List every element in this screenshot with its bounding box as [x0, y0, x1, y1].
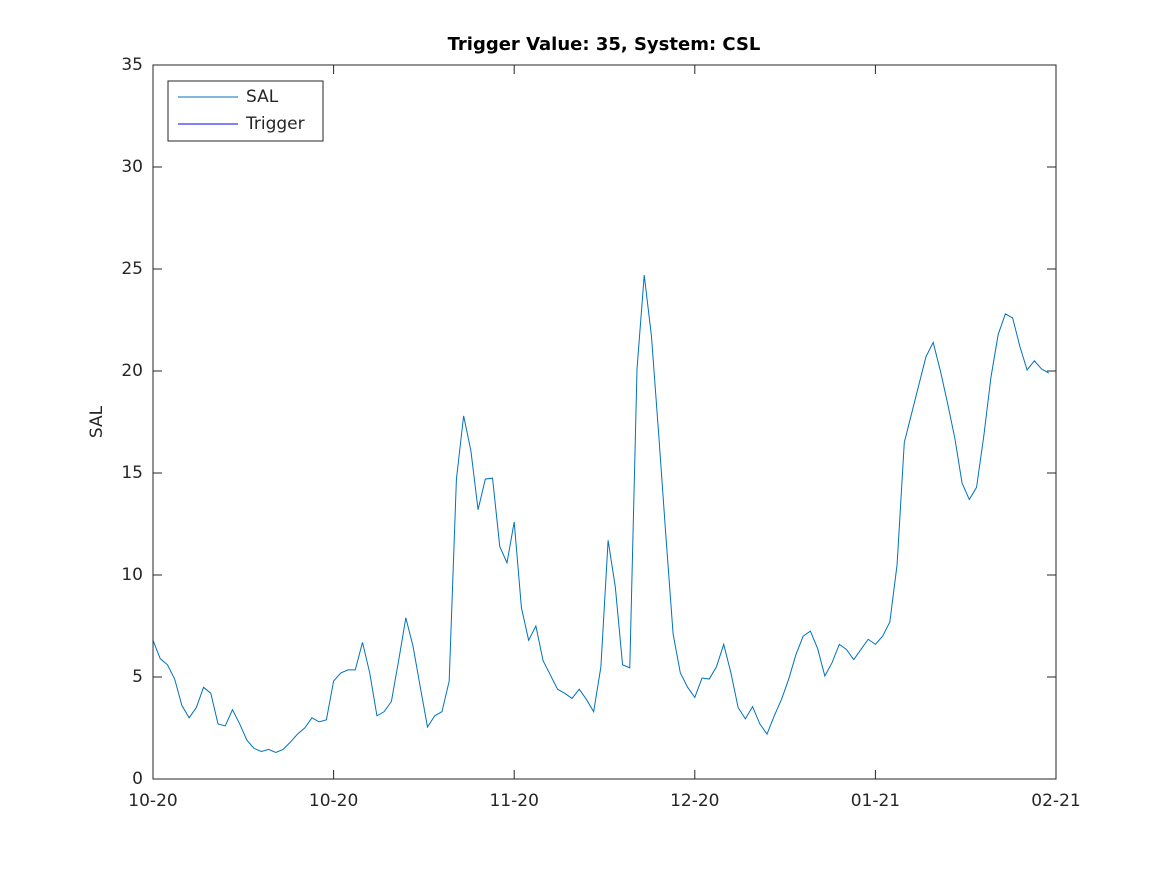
- legend-label: Trigger: [245, 114, 305, 134]
- x-tick-label: 12-20: [670, 791, 719, 811]
- x-tick-label: 10-20: [309, 791, 358, 811]
- legend-box: [167, 80, 324, 142]
- y-tick-label: 10: [121, 565, 143, 585]
- y-tick-label: 5: [132, 667, 143, 687]
- y-axis-label: SAL: [87, 405, 107, 438]
- axes-box: [152, 64, 1057, 780]
- y-tick-label: 20: [121, 361, 143, 381]
- y-tick-label: 35: [121, 55, 143, 75]
- y-tick-label: 25: [121, 259, 143, 279]
- x-tick-label: 10-20: [128, 791, 177, 811]
- chart-title: Trigger Value: 35, System: CSL: [448, 34, 761, 55]
- series-line: [152, 275, 1050, 754]
- plot-area: [153, 65, 1056, 779]
- y-tick-label: 0: [132, 769, 143, 789]
- x-tick-label: 01-21: [851, 791, 900, 811]
- y-tick-label: 15: [121, 463, 143, 483]
- x-tick-label: 11-20: [489, 791, 538, 811]
- legend-label: SAL: [246, 87, 279, 107]
- y-tick-label: 30: [121, 157, 143, 177]
- x-tick-label: 02-21: [1031, 791, 1080, 811]
